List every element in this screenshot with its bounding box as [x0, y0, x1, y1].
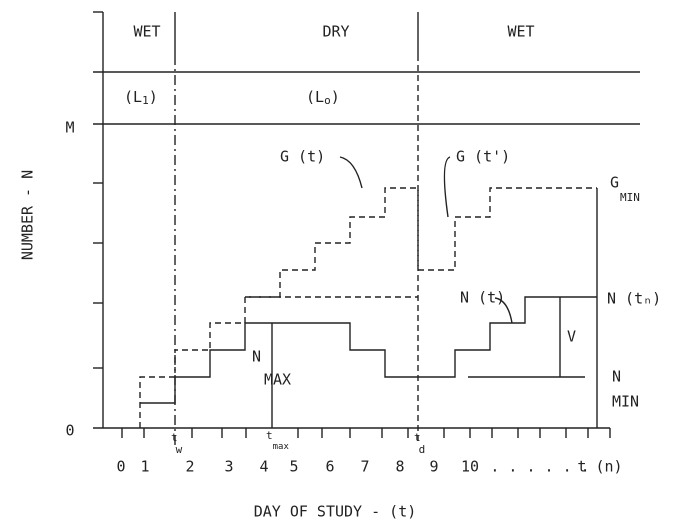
x-label: t (n): [577, 458, 622, 476]
y-label: M: [65, 119, 74, 137]
x-label: 6: [325, 458, 334, 476]
curves: [139, 156, 598, 428]
level-label: (Lo): [306, 88, 340, 108]
curve-label: G: [610, 174, 619, 192]
curve-label: MIN: [612, 393, 639, 411]
curve-label: MAX: [264, 371, 291, 389]
x-label: 9: [429, 458, 438, 476]
period-label: WET: [507, 23, 534, 41]
marker-label: tmax: [266, 429, 289, 452]
x-label: 8: [395, 458, 404, 476]
x-label: 3: [224, 458, 233, 476]
x-label: 10: [461, 458, 479, 476]
x-label: 7: [360, 458, 369, 476]
period-label: WET: [133, 23, 160, 41]
curve-label: G (t): [280, 148, 325, 166]
level-label: (L1): [124, 88, 158, 108]
x-label: 0: [116, 458, 125, 476]
x-label: 1: [140, 458, 149, 476]
curve-label: MIN: [620, 191, 640, 204]
x-labels: 0 1 2 3 4 5 6 7 8 9 10 . . . . . .t (n): [116, 458, 622, 476]
period-label: DRY: [322, 23, 349, 41]
curve-label: N: [612, 368, 621, 386]
curve-label: N (tₙ): [607, 290, 661, 308]
x-label: 5: [289, 458, 298, 476]
curve-label: G (t'): [456, 148, 510, 166]
x-label: 4: [259, 458, 268, 476]
curve-label: V: [567, 328, 576, 346]
x-title: DAY OF STUDY - (t): [254, 503, 417, 521]
y-label: 0: [65, 422, 74, 440]
curve-label: N (t): [460, 289, 505, 307]
x-label: . . . . . .: [490, 458, 589, 476]
curve-label: N: [252, 348, 261, 366]
y-title: NUMBER - N: [19, 170, 37, 260]
x-label: 2: [185, 458, 194, 476]
